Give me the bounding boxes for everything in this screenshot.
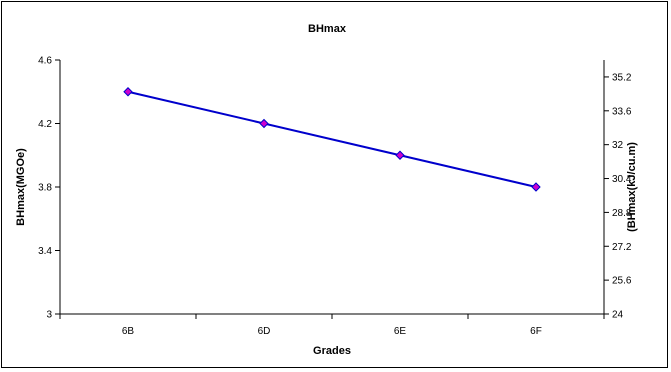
y-axis-title: BHmax(MGOe) [15, 148, 27, 226]
line-chart: BHmax 3 3.4 3.8 4.2 4.6 24 25.6 27.2 28.8 30.4 32… [15, 23, 638, 357]
y2-tick-label: 35.2 [612, 72, 632, 83]
y2-axis-title: (BHmax(kJ/cu.m) [626, 142, 638, 232]
x-axis-ticks: 6B 6D 6E 6F [59, 314, 605, 337]
x-tick-label: 6F [530, 326, 542, 337]
y2-tick-label: 28.8 [612, 208, 632, 219]
y2-tick-label: 30.4 [612, 174, 632, 185]
y2-tick-label: 24 [612, 310, 624, 321]
y-tick-label: 3.8 [38, 183, 52, 194]
right-axis-ticks: 24 25.6 27.2 28.8 30.4 32 33.6 35.2 [604, 72, 632, 321]
y-tick-label: 3.4 [38, 246, 52, 257]
y-tick-label: 4.6 [38, 56, 52, 67]
plot-area [59, 60, 605, 315]
x-tick-label: 6E [394, 326, 407, 337]
y-tick-label: 4.2 [38, 119, 52, 130]
data-point [531, 182, 541, 192]
y2-tick-label: 25.6 [612, 276, 632, 287]
data-point [259, 118, 269, 129]
data-point [123, 87, 133, 97]
y-tick-label: 3 [46, 310, 52, 321]
x-axis-title: Grades [313, 345, 351, 357]
y2-tick-label: 32 [612, 140, 624, 151]
series-line [127, 90, 537, 188]
chart-title: BHmax [308, 23, 347, 35]
x-tick-label: 6D [258, 326, 271, 337]
y2-tick-label: 33.6 [612, 106, 632, 117]
y2-tick-label: 27.2 [612, 242, 632, 253]
data-point [395, 150, 405, 160]
left-axis-ticks: 3 3.4 3.8 4.2 4.6 [38, 56, 60, 321]
x-tick-label: 6B [122, 326, 135, 337]
series-group [123, 87, 541, 192]
